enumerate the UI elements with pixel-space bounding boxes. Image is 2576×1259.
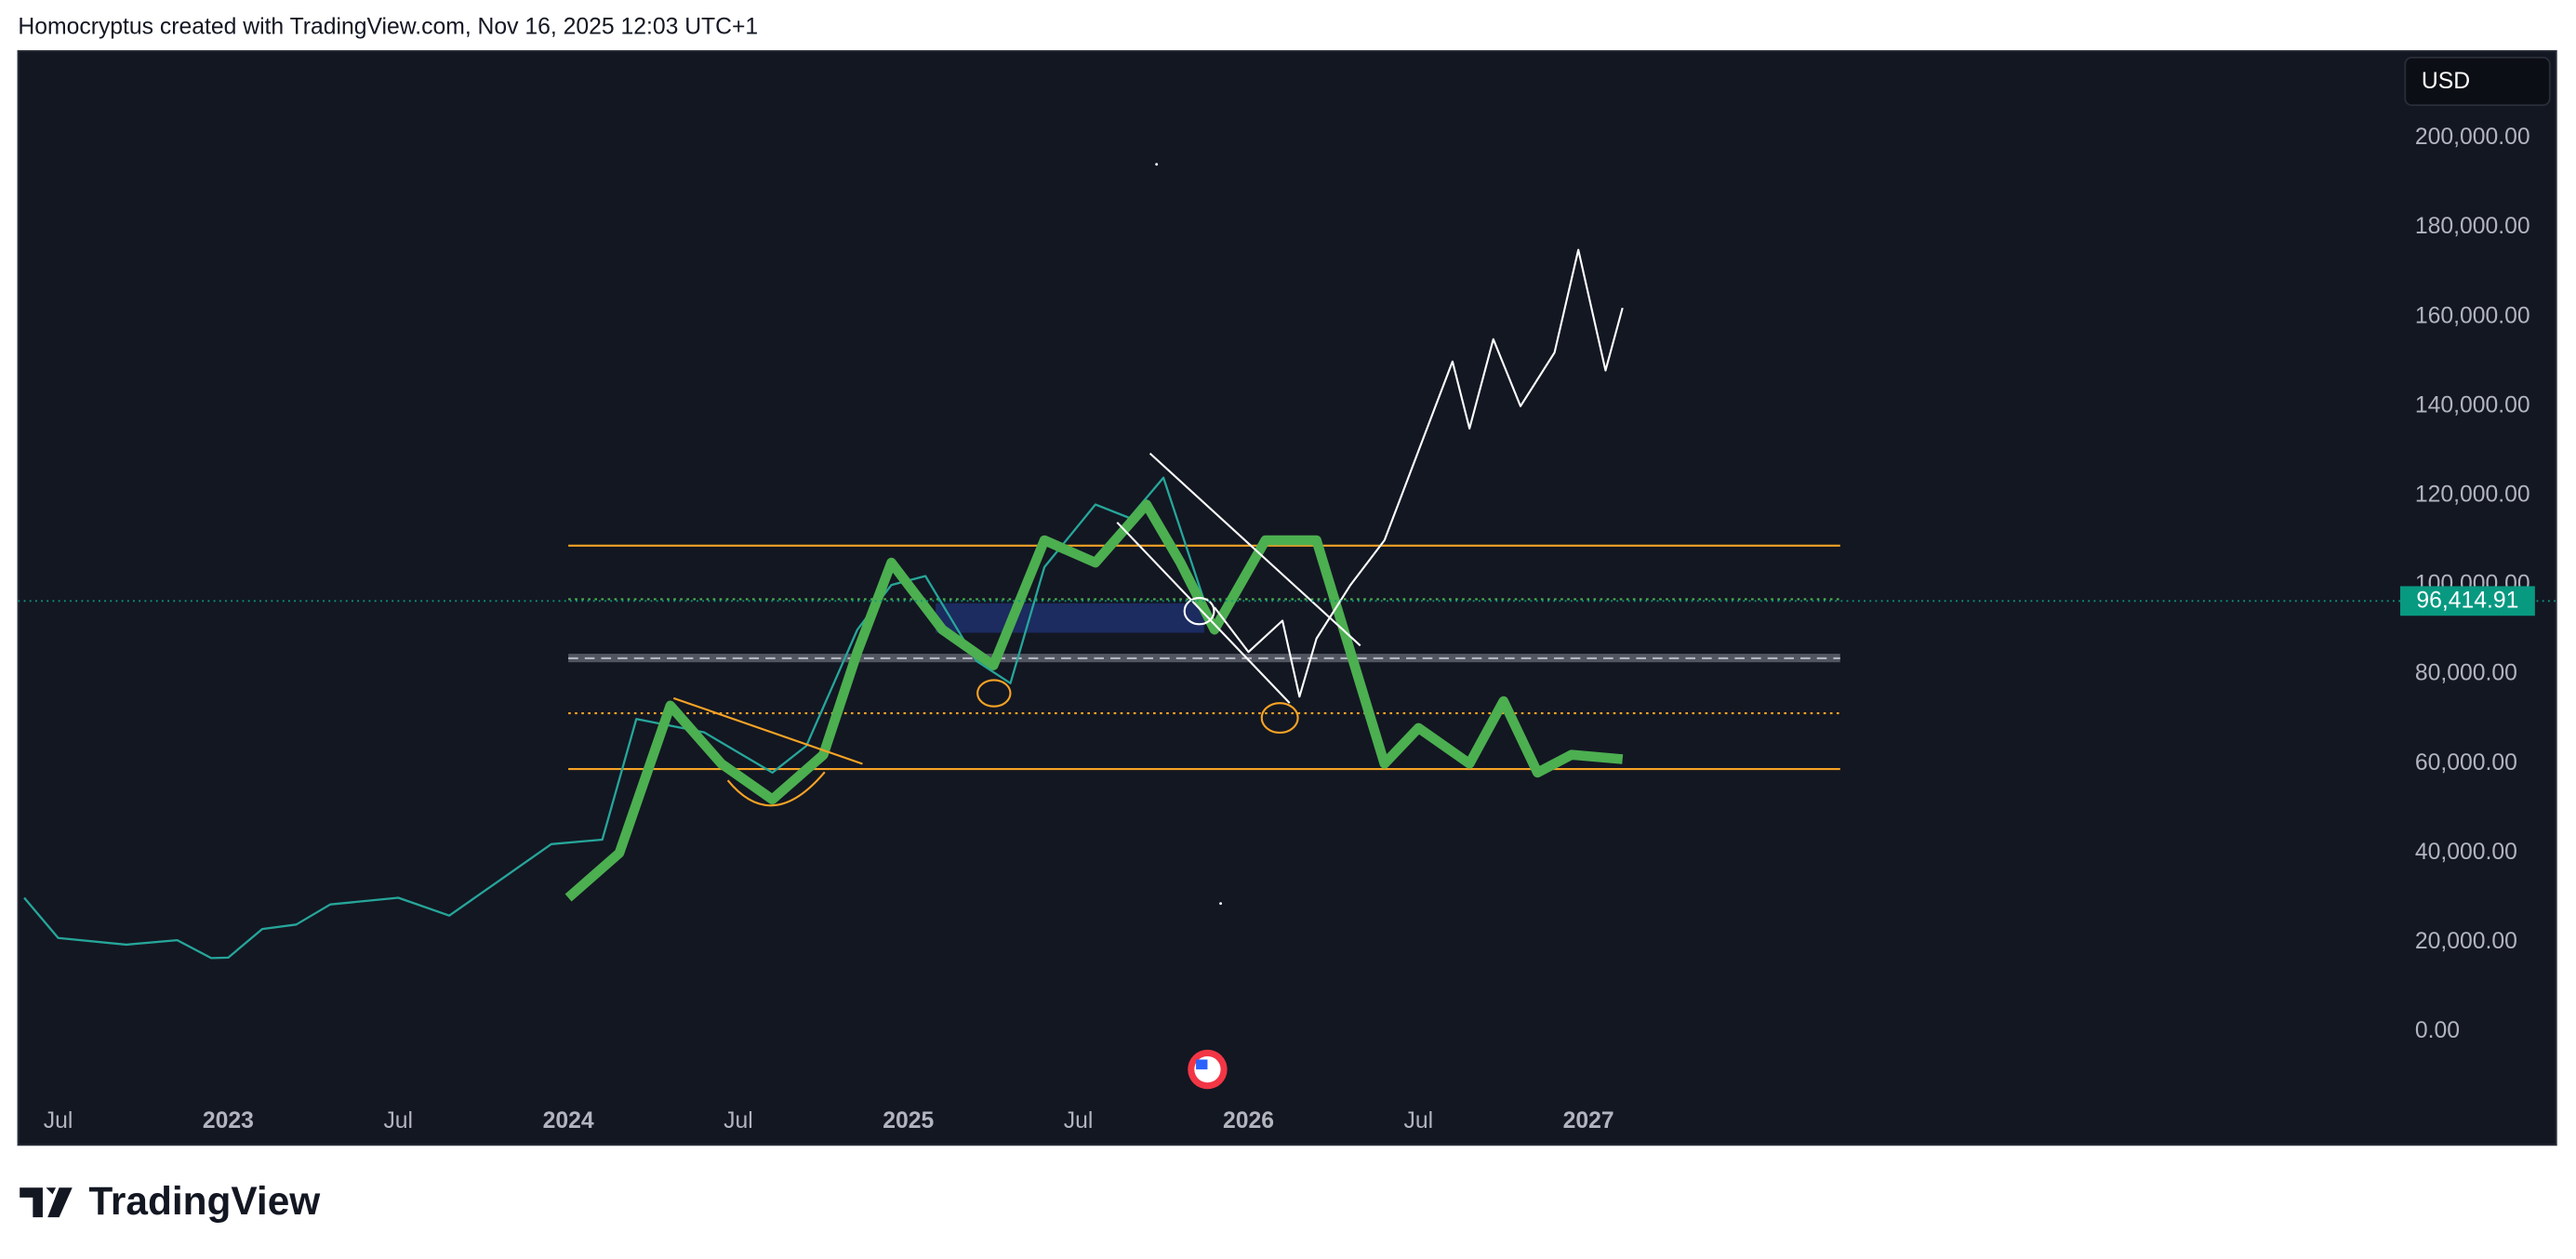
x-tick-label: Jul: [383, 1108, 413, 1133]
y-tick-label: 180,000.00: [2415, 214, 2530, 239]
y-tick-label: 200,000.00: [2415, 125, 2530, 150]
levels: [568, 544, 1840, 771]
circle-mark: [1260, 702, 1299, 735]
series: [23, 248, 1624, 960]
price-line: [1214, 248, 1624, 698]
x-tick-label: 2024: [543, 1108, 594, 1133]
price-line: [23, 476, 1206, 960]
y-tick-label: 140,000.00: [2415, 392, 2530, 417]
header: Homocryptus created with TradingView.com…: [18, 15, 758, 40]
y-tick-label: 160,000.00: [2415, 303, 2530, 328]
x-tick-label: Jul: [724, 1108, 753, 1133]
flag-canton: [1196, 1059, 1208, 1070]
zones: [568, 603, 1840, 663]
x-tick-label: 2023: [203, 1108, 254, 1133]
trend-line: [672, 696, 863, 765]
dot: [1155, 163, 1159, 166]
y-tick-label: 80,000.00: [2415, 661, 2517, 686]
y-tick-label: 20,000.00: [2415, 929, 2517, 954]
drawings: [672, 163, 1361, 906]
y-tick-label: 60,000.00: [2415, 750, 2517, 775]
zone: [568, 654, 1840, 663]
circle-mark: [1183, 597, 1215, 626]
price-line: [564, 499, 1624, 902]
y-tick-label: 40,000.00: [2415, 840, 2517, 865]
circle-mark: [976, 679, 1012, 708]
event-icon: [1188, 1049, 1228, 1090]
y-tick-label: 120,000.00: [2415, 483, 2530, 508]
x-tick-label: 2026: [1223, 1108, 1274, 1133]
channel-line: [1116, 522, 1291, 704]
x-tick-label: 2025: [883, 1108, 934, 1133]
currency: USD: [2422, 69, 2470, 94]
x-tick-label: 2027: [1563, 1108, 1614, 1133]
chart-background: [17, 49, 2557, 1146]
x-tick-label: Jul: [1404, 1108, 1434, 1133]
x-tick-label: Jul: [1064, 1108, 1094, 1133]
y-tick-label: 0.00: [2415, 1018, 2460, 1043]
dot: [1219, 902, 1222, 906]
last-price-badge: [2399, 586, 2535, 616]
zone: [936, 603, 1204, 633]
channel-line: [1149, 452, 1361, 647]
logo: TradingView: [20, 1179, 321, 1223]
x-tick-label: Jul: [44, 1108, 73, 1133]
arc: [726, 771, 826, 807]
logo-mark: [20, 1187, 73, 1218]
last-price-label: 96,414.91: [2416, 589, 2518, 614]
logo-text: TradingView: [88, 1179, 321, 1223]
currency-box: [2404, 56, 2551, 106]
axes: 0.00 20,000.00 40,000.00 60,000.00 80,000.00…: [18, 125, 2556, 1133]
